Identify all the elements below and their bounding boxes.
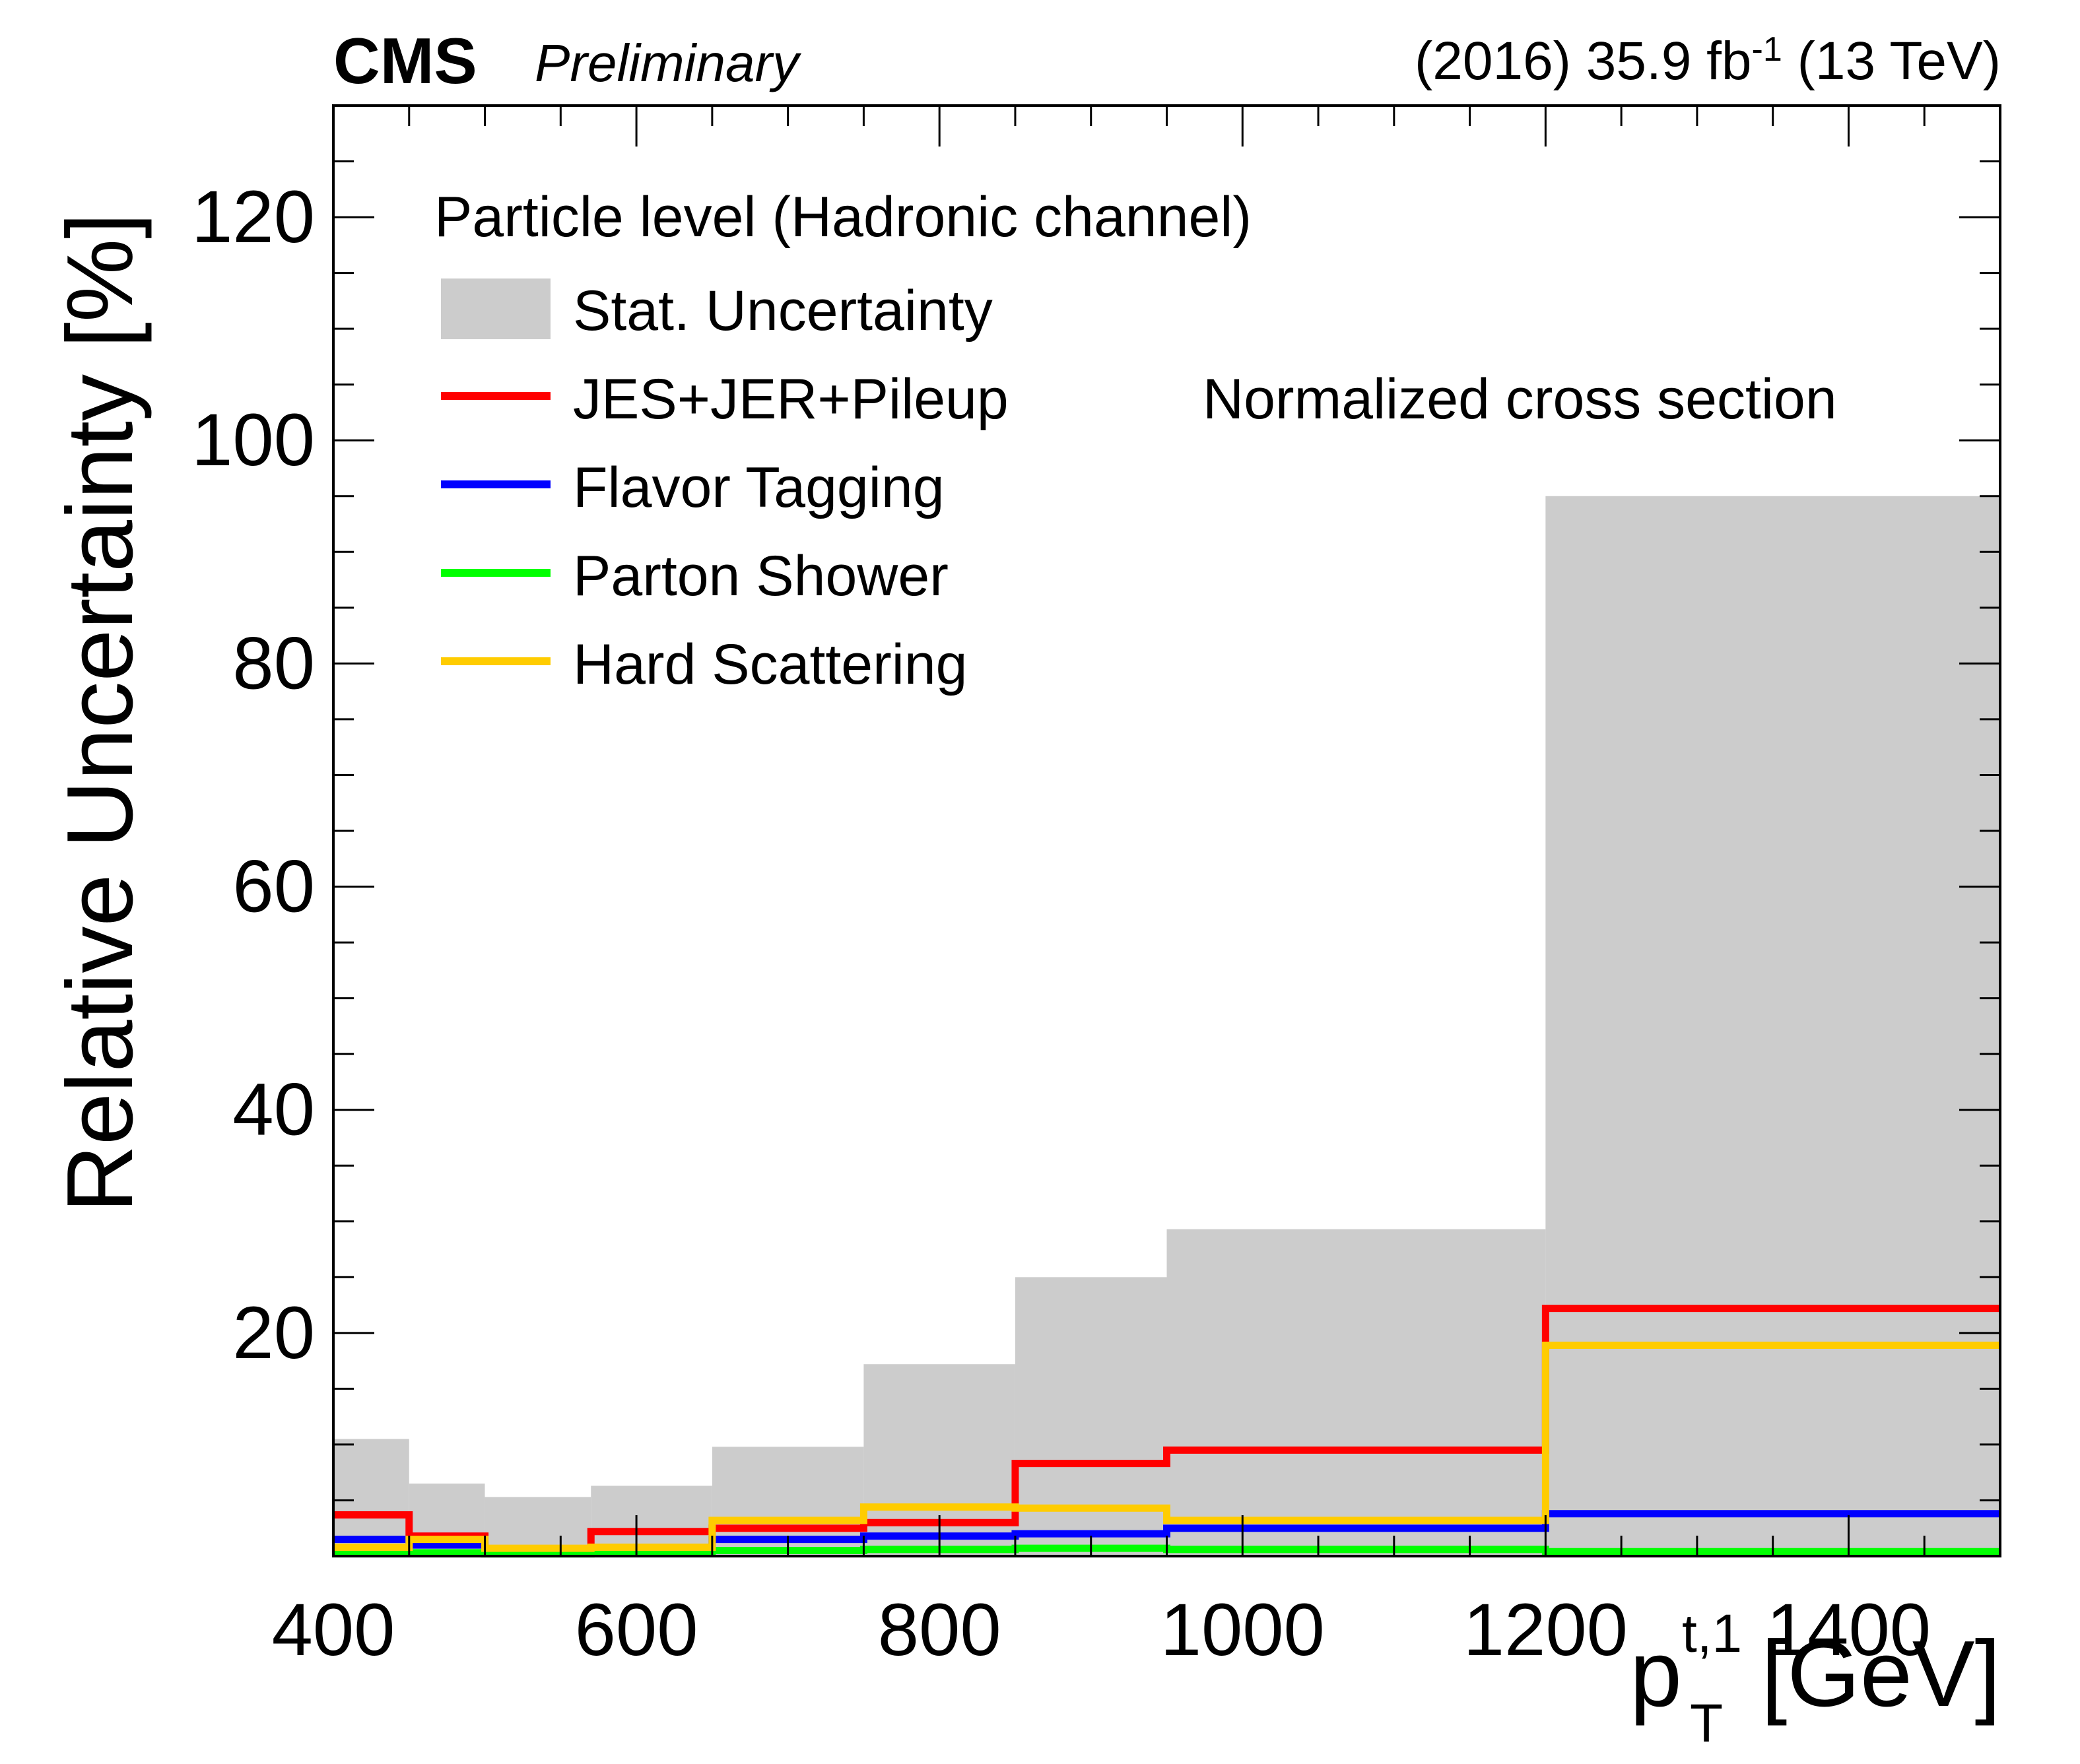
legend-title: Particle level (Hadronic channel): [434, 185, 1252, 249]
legend-label-stat: Stat. Uncertainty: [573, 279, 993, 343]
x-tick-label: 600: [575, 1588, 698, 1671]
normalization-annotation: Normalized cross section: [1203, 368, 1837, 431]
legend-swatch-flavor: [441, 480, 551, 488]
x-tick-label: 1400: [1766, 1588, 1931, 1671]
legend-swatch-hard: [441, 657, 551, 665]
y-tick-label: 100: [191, 399, 315, 481]
y-tick-label: 60: [232, 845, 315, 928]
series-hard-scattering: [333, 1341, 2000, 1552]
x-axis-title: p t,1 T [GeV]: [1629, 1604, 2001, 1753]
y-axis-title-text: Relative Uncertainty [%]: [48, 212, 152, 1213]
lumi-exponent: -1: [1751, 30, 1782, 69]
legend-label-jes: JES+JER+Pileup: [573, 368, 1009, 431]
legend-label-flavor: Flavor Tagging: [573, 456, 945, 519]
legend-swatch-stat: [441, 278, 551, 339]
x-axis-unit: [GeV]: [1761, 1621, 2001, 1726]
series-layer: [333, 496, 2000, 1558]
lumi-prefix: (2016) 35.9 fb: [1414, 31, 1752, 91]
x-axis-sup: t,1: [1681, 1604, 1743, 1664]
legend-swatch-jes: [441, 392, 551, 400]
x-axis-sub: T: [1689, 1693, 1724, 1753]
y-tick-label: 80: [232, 622, 315, 704]
x-tick-label: 1200: [1463, 1588, 1628, 1671]
luminosity-label: (2016) 35.9 fb-1 (13 TeV): [1415, 30, 2001, 92]
lumi-suffix: (13 TeV): [1797, 31, 2001, 91]
y-tick-label: 20: [232, 1291, 315, 1374]
stat-bin-7: [1166, 1229, 1546, 1556]
status-label: Preliminary: [535, 34, 799, 92]
legend-swatch-parton: [441, 569, 551, 577]
legend-label-hard: Hard Scattering: [573, 633, 968, 696]
stat-bin-8: [1545, 496, 2000, 1556]
x-tick-label: 800: [878, 1588, 1001, 1671]
stat-bin-6: [1015, 1277, 1167, 1556]
experiment-label: CMS: [333, 24, 477, 97]
legend-label-parton: Parton Shower: [573, 544, 949, 608]
x-axis-var: p: [1629, 1621, 1682, 1726]
axis-layer: 20 40 60 80 100 120 400 600 800 1000 1200 1400: [191, 104, 2001, 1671]
y-tick-label: 120: [191, 176, 315, 258]
x-tick-label: 1000: [1160, 1588, 1325, 1671]
x-tick-label: 400: [272, 1588, 395, 1671]
y-tick-label: 40: [232, 1068, 315, 1151]
